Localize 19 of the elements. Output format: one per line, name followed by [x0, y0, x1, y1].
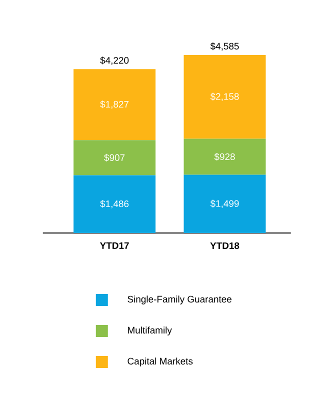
total-label: $4,220	[100, 56, 129, 65]
bar	[184, 174, 266, 233]
data-label: $928	[214, 152, 235, 161]
data-label: $1,499	[210, 200, 239, 208]
total-label: $4,585	[210, 42, 239, 51]
data-label: $907	[104, 154, 125, 162]
x-tick-label: YTD18	[210, 242, 240, 250]
data-label: $2,158	[210, 92, 239, 102]
bar	[74, 69, 156, 140]
bar	[74, 140, 156, 176]
legend-label: Single-Family Guarantee	[128, 296, 232, 304]
legend-label: Multifamily	[128, 326, 172, 336]
bar	[74, 175, 156, 233]
bar	[184, 138, 266, 175]
data-label: $1,486	[100, 200, 129, 208]
data-label: $1,827	[100, 100, 129, 109]
bar	[184, 55, 266, 139]
legend-label: Capital Markets	[128, 358, 193, 366]
x-tick-label: YTD17	[100, 242, 129, 249]
